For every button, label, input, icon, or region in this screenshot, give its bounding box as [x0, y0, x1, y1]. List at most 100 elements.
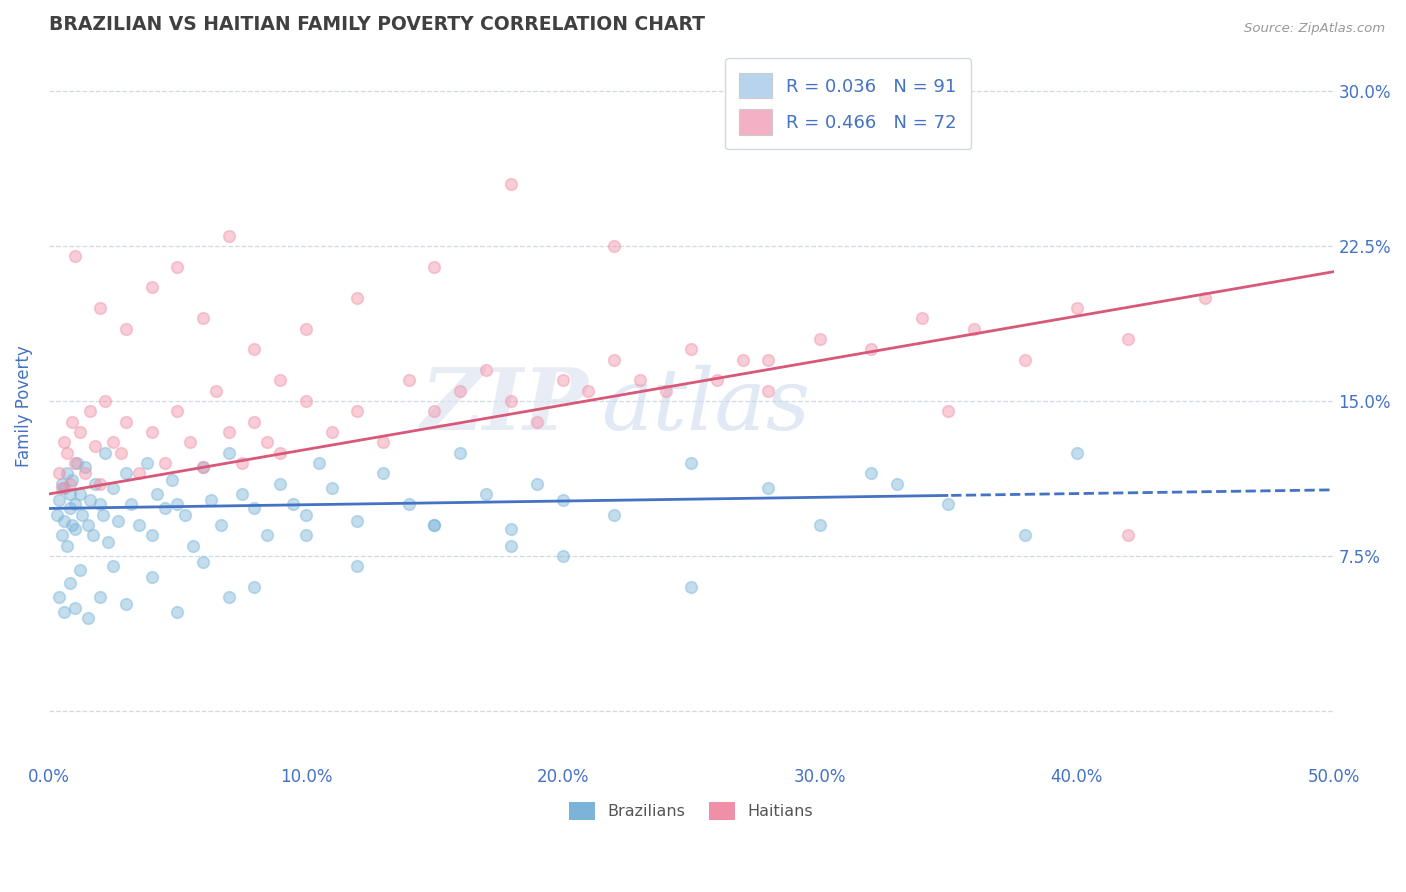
Point	[936, 404, 959, 418]
Point	[45, 508, 67, 522]
Point	[603, 352, 626, 367]
Point	[115, 597, 138, 611]
Point	[860, 467, 883, 481]
Point	[63, 497, 86, 511]
Point	[256, 528, 278, 542]
Point	[146, 487, 169, 501]
Text: BRAZILIAN VS HAITIAN FAMILY POVERTY CORRELATION CHART: BRAZILIAN VS HAITIAN FAMILY POVERTY CORR…	[49, 15, 704, 34]
Point	[97, 534, 120, 549]
Point	[449, 384, 471, 398]
Point	[346, 559, 368, 574]
Point	[731, 352, 754, 367]
Point	[346, 514, 368, 528]
Point	[166, 605, 188, 619]
Point	[82, 528, 104, 542]
Point	[174, 508, 197, 522]
Point	[603, 239, 626, 253]
Point	[1066, 445, 1088, 459]
Point	[69, 487, 91, 501]
Point	[166, 404, 188, 418]
Point	[886, 476, 908, 491]
Point	[135, 456, 157, 470]
Point	[51, 481, 73, 495]
Point	[89, 591, 111, 605]
Text: atlas: atlas	[602, 365, 810, 448]
Point	[69, 425, 91, 439]
Point	[94, 445, 117, 459]
Point	[153, 456, 176, 470]
Point	[218, 591, 240, 605]
Point	[231, 456, 253, 470]
Point	[756, 481, 779, 495]
Point	[73, 460, 96, 475]
Point	[654, 384, 676, 398]
Point	[423, 518, 446, 533]
Point	[603, 508, 626, 522]
Point	[53, 514, 76, 528]
Point	[58, 487, 80, 501]
Point	[269, 476, 291, 491]
Legend: Brazilians, Haitians: Brazilians, Haitians	[562, 796, 820, 826]
Point	[474, 363, 496, 377]
Point	[269, 373, 291, 387]
Point	[449, 445, 471, 459]
Point	[120, 497, 142, 511]
Point	[103, 481, 125, 495]
Point	[526, 476, 548, 491]
Point	[60, 473, 83, 487]
Point	[153, 501, 176, 516]
Point	[860, 343, 883, 357]
Point	[60, 518, 83, 533]
Point	[295, 321, 318, 335]
Point	[1014, 528, 1036, 542]
Point	[56, 539, 79, 553]
Point	[256, 435, 278, 450]
Point	[295, 393, 318, 408]
Point	[115, 321, 138, 335]
Point	[243, 501, 266, 516]
Point	[243, 580, 266, 594]
Point	[91, 508, 114, 522]
Point	[141, 528, 163, 542]
Point	[423, 260, 446, 274]
Point	[51, 476, 73, 491]
Point	[72, 508, 94, 522]
Point	[218, 228, 240, 243]
Point	[578, 384, 600, 398]
Point	[191, 460, 214, 475]
Point	[53, 481, 76, 495]
Point	[295, 528, 318, 542]
Point	[51, 528, 73, 542]
Point	[84, 439, 107, 453]
Point	[76, 611, 98, 625]
Point	[191, 460, 214, 475]
Point	[141, 425, 163, 439]
Text: ZIP: ZIP	[420, 364, 589, 448]
Point	[526, 415, 548, 429]
Point	[398, 497, 420, 511]
Point	[166, 497, 188, 511]
Point	[501, 522, 523, 536]
Point	[551, 493, 574, 508]
Point	[48, 467, 70, 481]
Point	[58, 575, 80, 590]
Point	[103, 559, 125, 574]
Point	[501, 177, 523, 191]
Point	[423, 404, 446, 418]
Point	[141, 280, 163, 294]
Point	[60, 415, 83, 429]
Point	[501, 393, 523, 408]
Point	[706, 373, 728, 387]
Point	[89, 476, 111, 491]
Point	[110, 445, 132, 459]
Point	[58, 501, 80, 516]
Point	[56, 445, 79, 459]
Point	[321, 425, 343, 439]
Point	[398, 373, 420, 387]
Point	[1066, 301, 1088, 315]
Point	[551, 373, 574, 387]
Point	[63, 456, 86, 470]
Point	[681, 580, 703, 594]
Point	[179, 435, 201, 450]
Point	[73, 467, 96, 481]
